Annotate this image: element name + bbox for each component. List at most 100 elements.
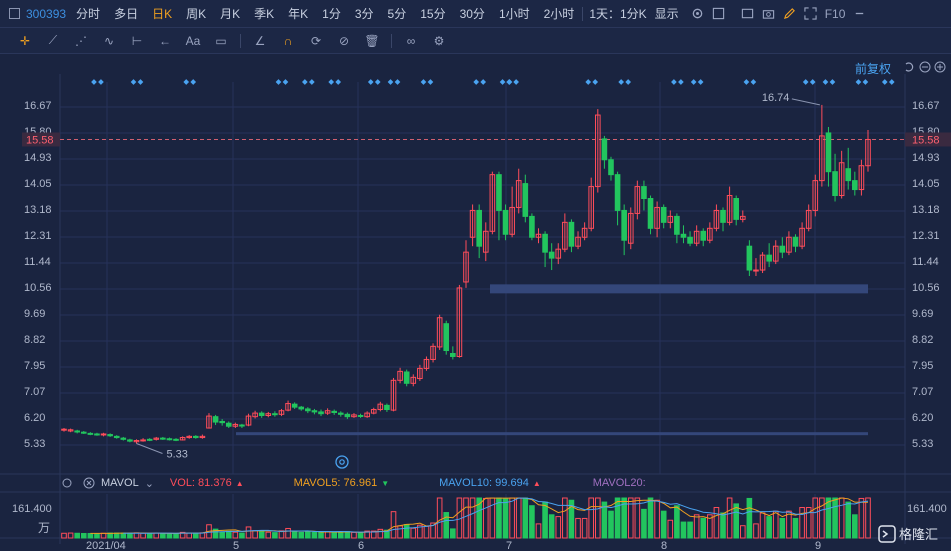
mavol-title[interactable]: MAVOL	[101, 477, 139, 489]
tab-duori[interactable]: 多日	[114, 7, 139, 21]
event-marker[interactable]	[750, 79, 757, 85]
hide-icon[interactable]: ⊘	[338, 33, 350, 48]
event-marker[interactable]	[91, 79, 97, 85]
magnet-icon[interactable]: ∩	[283, 33, 293, 48]
event-marker[interactable]	[802, 79, 809, 85]
tab-1fen[interactable]: 1分	[322, 7, 341, 21]
candle-body	[674, 215, 680, 235]
undo-icon[interactable]	[905, 62, 914, 72]
event-marker[interactable]	[190, 79, 197, 85]
camera-icon[interactable]	[762, 7, 775, 20]
event-marker[interactable]	[592, 79, 599, 85]
event-marker[interactable]	[137, 79, 144, 85]
event-marker[interactable]	[618, 79, 624, 85]
fuquan-select[interactable]: 前复权	[855, 62, 892, 76]
volume-bar	[318, 531, 324, 539]
event-marker[interactable]	[427, 79, 434, 85]
candle-body	[166, 438, 173, 441]
event-marker[interactable]	[822, 79, 829, 85]
event-marker[interactable]	[367, 79, 374, 85]
price-tick-label: 8.82	[912, 334, 934, 346]
display-select[interactable]: 显示	[654, 7, 679, 21]
tab-5fen[interactable]: 5分	[387, 7, 407, 21]
event-marker[interactable]	[513, 79, 519, 85]
event-marker[interactable]	[309, 79, 315, 85]
tab-3fen[interactable]: 3分	[354, 7, 374, 21]
event-marker[interactable]	[829, 79, 836, 85]
settings-icon[interactable]	[61, 477, 73, 489]
tab-zhouk[interactable]: 周K	[186, 7, 207, 21]
expand-icon[interactable]	[804, 7, 817, 20]
event-marker[interactable]	[809, 79, 816, 85]
horizontal-range-icon[interactable]: ⊢	[131, 33, 143, 48]
event-marker[interactable]	[473, 79, 480, 85]
f10-button[interactable]: F10	[824, 6, 846, 21]
window-icon[interactable]	[741, 7, 754, 20]
volume-unit: 万	[38, 521, 51, 535]
crosshair-move-icon[interactable]: ✛	[19, 33, 31, 48]
event-marker[interactable]	[302, 79, 308, 85]
event-marker[interactable]	[671, 79, 677, 85]
event-marker[interactable]	[862, 79, 869, 85]
event-marker[interactable]	[743, 79, 750, 85]
resistance-band[interactable]	[490, 284, 868, 294]
trash-icon[interactable]: 🗑	[364, 33, 380, 48]
support-band[interactable]	[236, 432, 868, 436]
event-marker[interactable]	[881, 79, 888, 85]
window-square-icon[interactable]	[9, 8, 20, 19]
settings-icon[interactable]: ⚙	[433, 33, 445, 48]
stock-code[interactable]: 300393	[26, 6, 67, 21]
event-marker[interactable]	[506, 79, 512, 85]
arrow-left-icon[interactable]: ←	[159, 33, 171, 48]
event-marker[interactable]	[499, 79, 506, 85]
event-marker[interactable]	[678, 79, 684, 85]
tab-2xiaoshi[interactable]: 2小时	[543, 7, 575, 21]
zoom-in-icon[interactable]	[934, 61, 946, 73]
tab-30fen[interactable]: 30分	[459, 7, 485, 21]
zoom-out-icon[interactable]	[919, 61, 931, 73]
ray-tool-icon[interactable]: ⋰	[75, 33, 87, 48]
event-marker[interactable]	[282, 79, 289, 85]
event-marker[interactable]	[690, 79, 697, 85]
event-marker[interactable]	[585, 79, 592, 85]
kline-chart[interactable]: 15.58 15.58 16.74 5.33	[0, 54, 951, 544]
event-marker[interactable]	[387, 79, 394, 85]
close-icon[interactable]	[83, 477, 95, 489]
tab-rik[interactable]: 日K	[152, 7, 173, 21]
tab-fenshi[interactable]: 分时	[76, 7, 101, 21]
event-marker[interactable]	[374, 79, 381, 85]
event-marker[interactable]	[275, 79, 282, 85]
pencil-icon[interactable]	[783, 7, 796, 20]
checkbox-icon[interactable]	[712, 7, 725, 20]
event-marker[interactable]	[625, 79, 631, 85]
event-marker[interactable]	[480, 79, 487, 85]
link-icon[interactable]: ∞	[406, 33, 416, 48]
tab-1xiaoshi[interactable]: 1小时	[498, 7, 530, 21]
minimize-icon[interactable]	[853, 7, 866, 20]
ruler-icon[interactable]: ∠	[254, 33, 266, 48]
lock-refresh-icon[interactable]: ⟳	[310, 33, 322, 48]
tab-yuek[interactable]: 月K	[220, 7, 241, 21]
wave-tool-icon[interactable]: ∿	[103, 33, 115, 48]
event-marker[interactable]	[328, 79, 335, 85]
tab-niank[interactable]: 年K	[288, 7, 309, 21]
gear-icon[interactable]	[691, 7, 704, 20]
volume-bar	[357, 532, 364, 539]
event-marker[interactable]	[420, 79, 427, 85]
tab-jik[interactable]: 季K	[254, 7, 275, 21]
event-marker[interactable]	[335, 79, 342, 85]
event-marker[interactable]	[394, 79, 401, 85]
event-marker[interactable]	[697, 79, 704, 85]
interval-select[interactable]: 1天：1分K	[589, 7, 647, 21]
event-marker[interactable]	[183, 79, 190, 85]
text-tool[interactable]: Aa	[185, 33, 201, 48]
line-tool-icon[interactable]: ⟋	[48, 33, 58, 47]
comment-icon[interactable]: ▭	[215, 33, 227, 48]
at-sign-icon[interactable]	[335, 455, 349, 469]
chevron-down-icon[interactable]: ⌄	[144, 477, 154, 490]
event-marker[interactable]	[888, 79, 895, 85]
event-marker[interactable]	[130, 79, 137, 85]
event-marker[interactable]	[98, 79, 104, 85]
tab-15fen[interactable]: 15分	[420, 7, 446, 21]
event-marker[interactable]	[855, 79, 862, 85]
